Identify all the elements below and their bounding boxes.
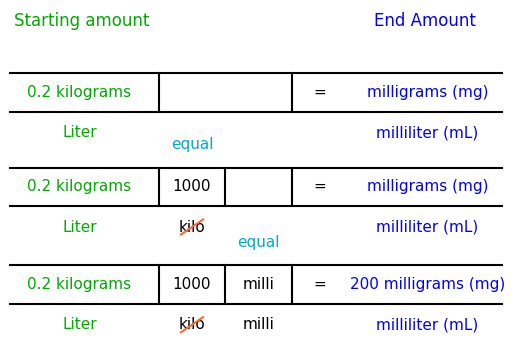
Text: 1000: 1000 xyxy=(173,277,211,292)
Text: milligrams (mg): milligrams (mg) xyxy=(367,179,488,194)
Text: milliliter (mL): milliliter (mL) xyxy=(376,220,479,235)
Text: =: = xyxy=(314,277,326,292)
Text: Liter: Liter xyxy=(62,220,97,235)
Text: equal: equal xyxy=(170,137,214,152)
Text: kilo: kilo xyxy=(179,220,205,235)
Text: End Amount: End Amount xyxy=(374,12,476,30)
Text: equal: equal xyxy=(237,235,280,250)
Text: 200 milligrams (mg): 200 milligrams (mg) xyxy=(350,277,505,292)
Text: Liter: Liter xyxy=(62,317,97,332)
Text: 0.2 kilograms: 0.2 kilograms xyxy=(27,179,132,194)
Text: Liter: Liter xyxy=(62,125,97,140)
Text: 1000: 1000 xyxy=(173,179,211,194)
Text: kilo: kilo xyxy=(179,317,205,332)
Text: milli: milli xyxy=(243,277,274,292)
Text: milligrams (mg): milligrams (mg) xyxy=(367,85,488,100)
Text: Starting amount: Starting amount xyxy=(14,12,150,30)
Text: =: = xyxy=(314,85,326,100)
Text: milli: milli xyxy=(243,317,274,332)
Text: milliliter (mL): milliliter (mL) xyxy=(376,317,479,332)
Text: 0.2 kilograms: 0.2 kilograms xyxy=(27,85,132,100)
Text: 0.2 kilograms: 0.2 kilograms xyxy=(27,277,132,292)
Text: milliliter (mL): milliliter (mL) xyxy=(376,125,479,140)
Text: =: = xyxy=(314,179,326,194)
